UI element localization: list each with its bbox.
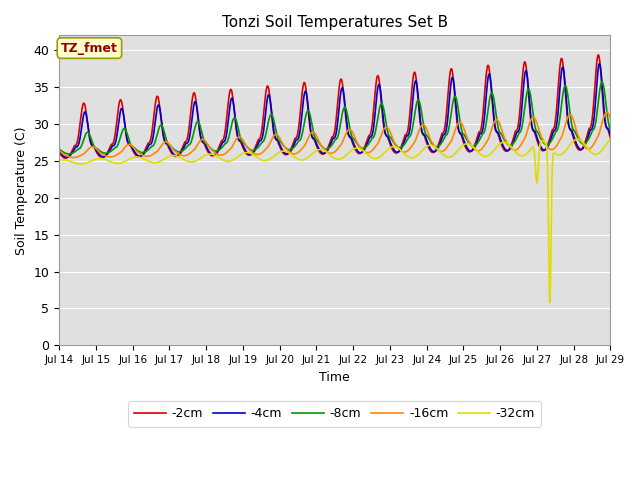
-8cm xyxy=(99,149,106,155)
Line: -32cm: -32cm xyxy=(59,139,611,303)
-16cm xyxy=(311,130,319,136)
-32cm xyxy=(607,137,614,143)
-8cm xyxy=(55,147,63,153)
-2cm xyxy=(289,140,297,146)
-4cm xyxy=(121,120,129,125)
-8cm xyxy=(121,126,129,132)
-16cm xyxy=(369,146,377,152)
-2cm xyxy=(301,80,308,86)
-16cm xyxy=(55,148,63,154)
-2cm xyxy=(99,155,106,160)
-4cm xyxy=(99,154,106,159)
-16cm xyxy=(70,155,77,160)
-32cm xyxy=(301,156,308,162)
-8cm xyxy=(65,151,73,157)
-4cm xyxy=(55,148,63,154)
Line: -2cm: -2cm xyxy=(59,55,611,158)
-4cm xyxy=(607,132,614,138)
-2cm xyxy=(311,138,319,144)
Legend: -2cm, -4cm, -8cm, -16cm, -32cm: -2cm, -4cm, -8cm, -16cm, -32cm xyxy=(128,401,541,427)
-2cm xyxy=(369,111,377,117)
X-axis label: Time: Time xyxy=(319,371,350,384)
-16cm xyxy=(301,143,308,148)
-32cm xyxy=(289,153,297,159)
Y-axis label: Soil Temperature (C): Soil Temperature (C) xyxy=(15,126,28,254)
Line: -4cm: -4cm xyxy=(59,64,611,157)
-16cm xyxy=(121,145,129,151)
-8cm xyxy=(311,134,319,140)
-4cm xyxy=(369,127,377,133)
-8cm xyxy=(607,126,614,132)
-16cm xyxy=(603,109,611,115)
-32cm xyxy=(98,156,106,161)
-32cm xyxy=(574,136,582,142)
Line: -16cm: -16cm xyxy=(59,112,611,157)
-4cm xyxy=(63,155,70,160)
Line: -8cm: -8cm xyxy=(59,82,611,154)
-16cm xyxy=(289,151,297,156)
-4cm xyxy=(596,61,604,67)
-32cm xyxy=(55,157,63,163)
-2cm xyxy=(607,135,614,141)
-4cm xyxy=(301,89,308,95)
-32cm xyxy=(310,149,318,155)
-4cm xyxy=(289,144,297,149)
Title: Tonzi Soil Temperatures Set B: Tonzi Soil Temperatures Set B xyxy=(221,15,448,30)
-4cm xyxy=(311,136,319,142)
Text: TZ_fmet: TZ_fmet xyxy=(61,42,118,55)
-32cm xyxy=(369,156,377,161)
-32cm xyxy=(120,159,128,165)
-32cm xyxy=(546,300,554,306)
-2cm xyxy=(61,155,69,161)
-16cm xyxy=(607,116,614,121)
-8cm xyxy=(301,118,308,123)
-2cm xyxy=(121,121,129,127)
-16cm xyxy=(99,151,106,157)
-8cm xyxy=(289,145,297,151)
-8cm xyxy=(369,135,377,141)
-2cm xyxy=(55,149,63,155)
-8cm xyxy=(598,79,606,85)
-2cm xyxy=(595,52,602,58)
